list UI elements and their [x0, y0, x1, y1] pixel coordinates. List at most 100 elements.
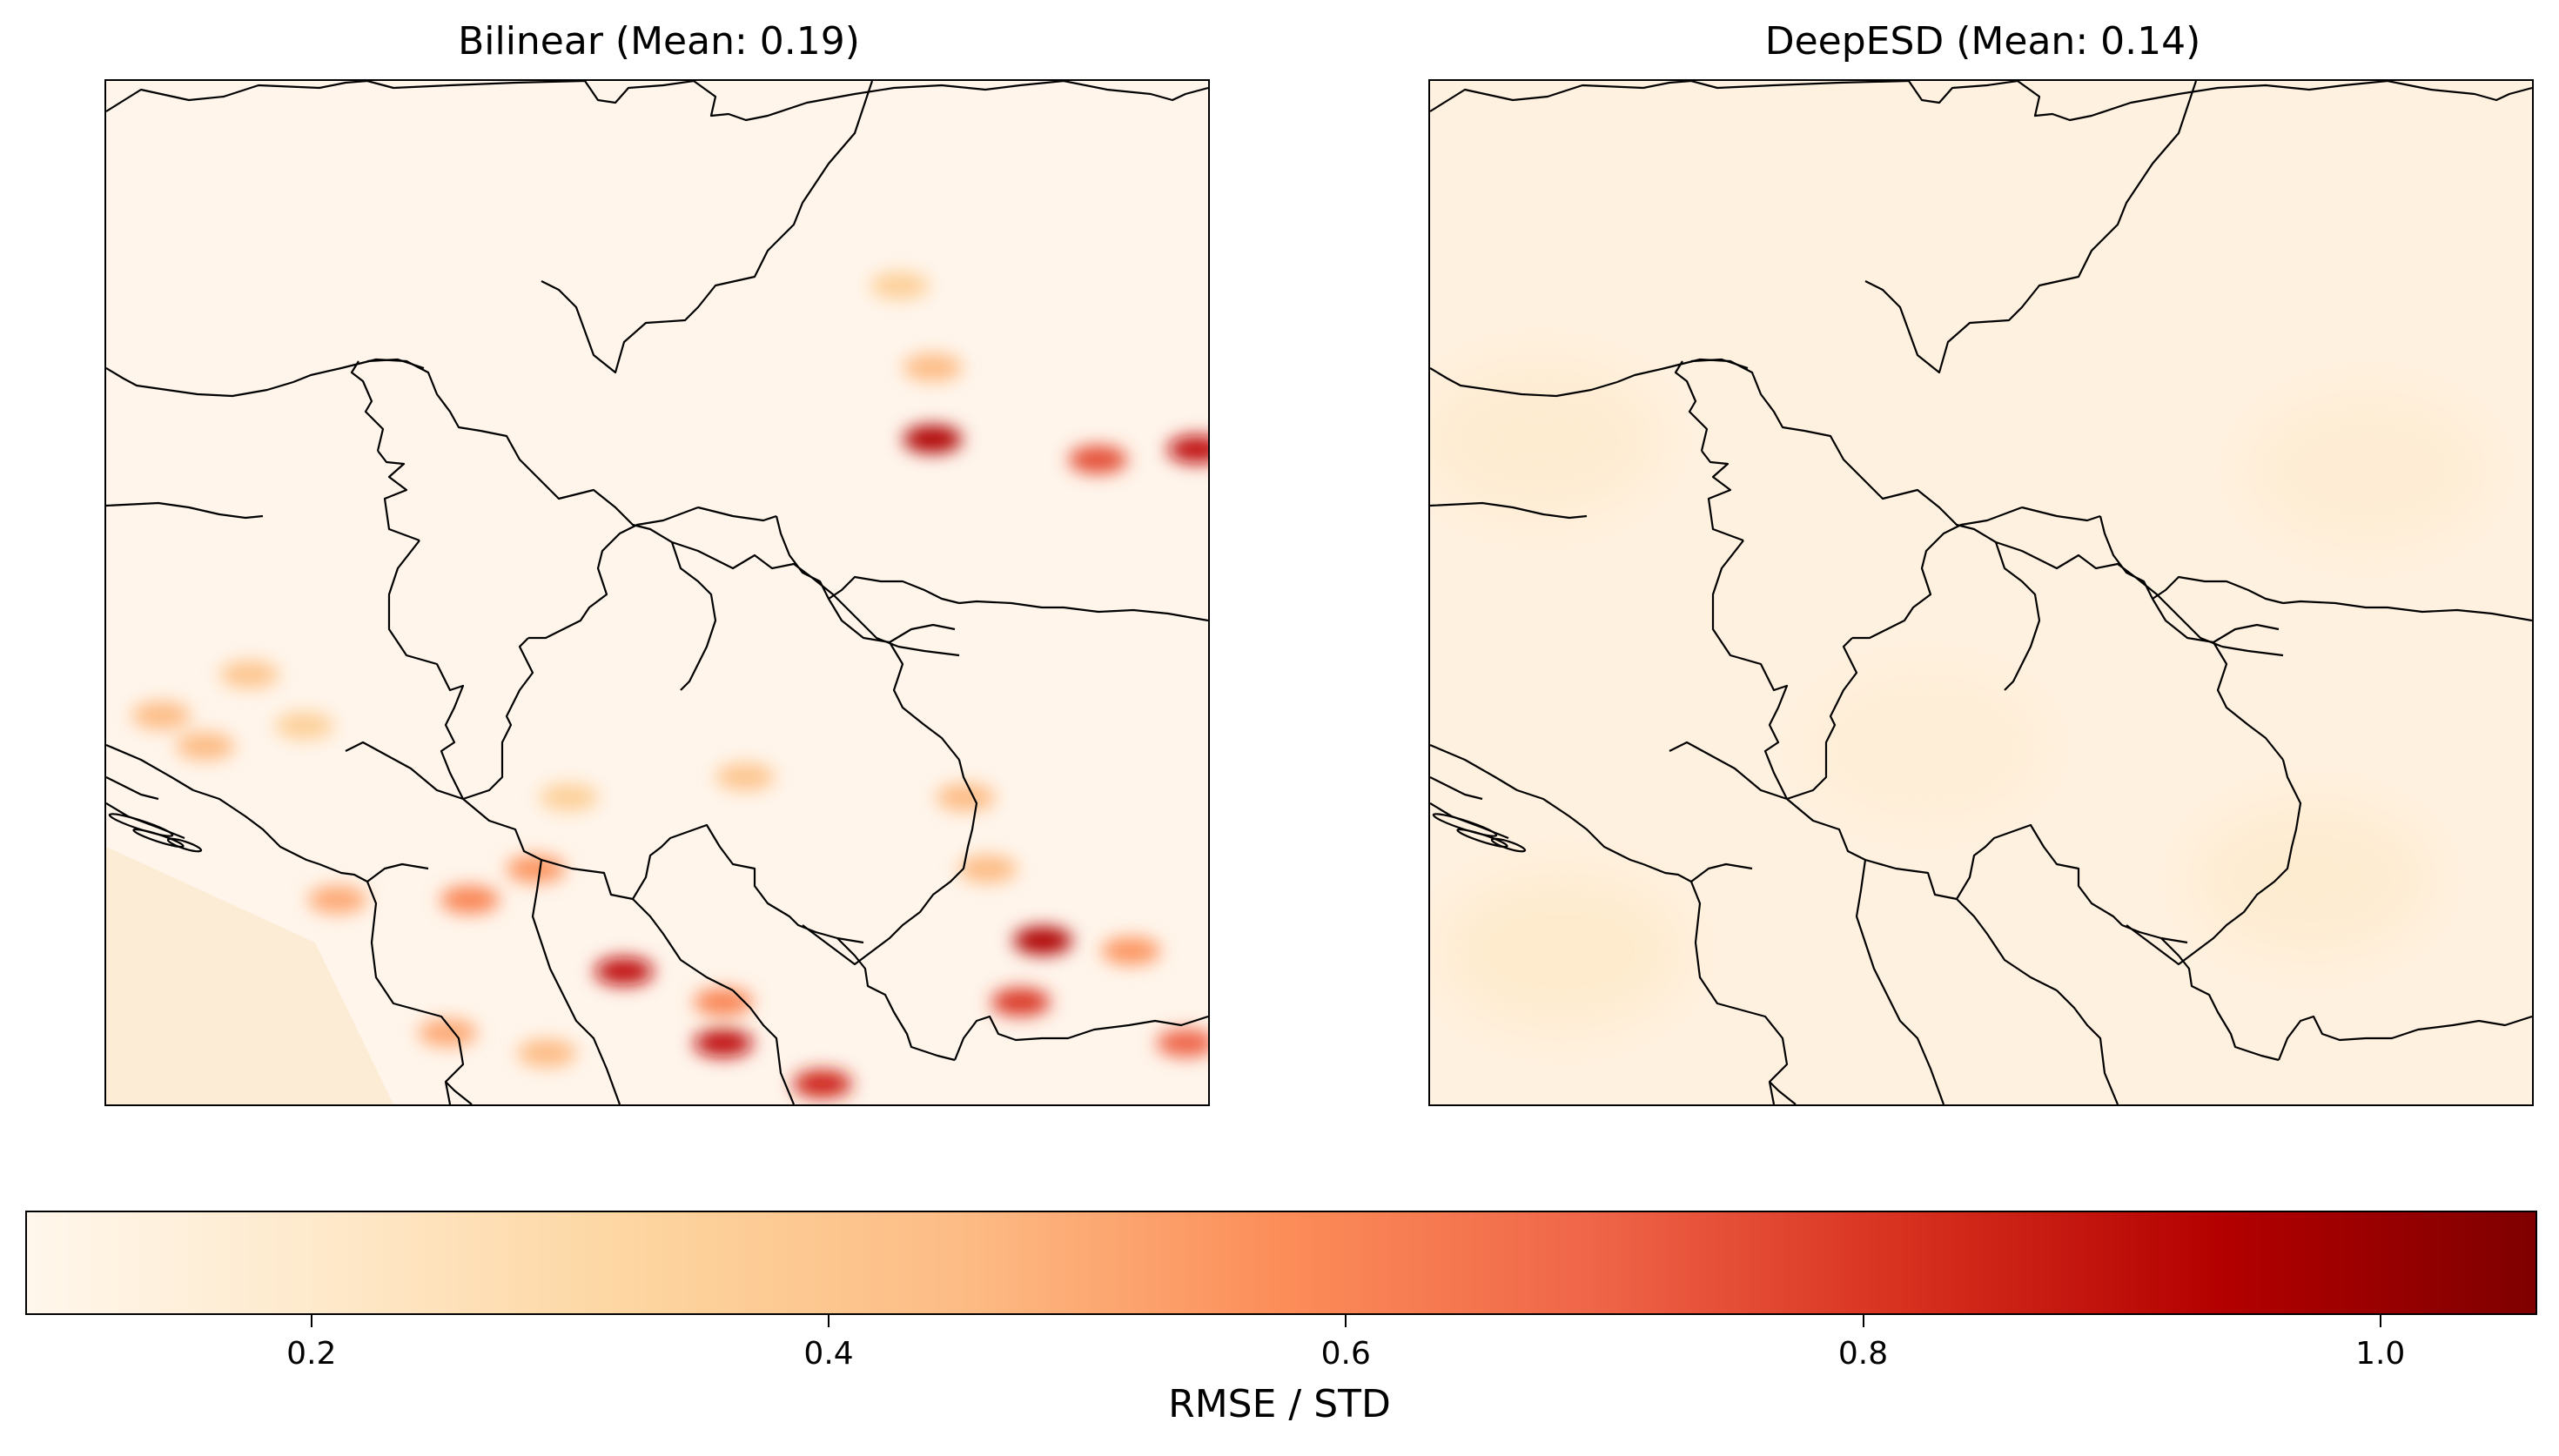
country-border	[1956, 823, 2162, 940]
country-border	[2126, 924, 2197, 966]
country-border	[632, 823, 838, 940]
country-border	[1701, 450, 1744, 542]
island-outline	[132, 828, 185, 849]
country-border	[366, 862, 429, 882]
country-border	[1430, 81, 1692, 112]
error-hotspot	[274, 711, 334, 740]
country-border	[2152, 575, 2284, 605]
country-border	[1956, 898, 2058, 991]
country-border	[2213, 623, 2280, 643]
country-border	[2277, 1015, 2532, 1061]
error-hotspot	[517, 1039, 577, 1068]
country-border	[1908, 81, 2018, 104]
bilinear-heatmap	[106, 81, 1208, 1104]
country-border	[889, 641, 960, 761]
country-border	[106, 743, 194, 791]
country-border	[2282, 600, 2532, 622]
country-border	[1769, 1081, 1797, 1104]
left-panel-title: Bilinear (Mean: 0.19)	[458, 19, 860, 64]
country-border	[1855, 859, 1945, 1104]
error-hotspot	[1430, 360, 1662, 518]
country-border	[2099, 515, 2214, 644]
error-hotspot	[1013, 926, 1073, 955]
colorbar-tick-label: 0.8	[1837, 1336, 1889, 1372]
country-border	[632, 898, 734, 991]
error-hotspot	[903, 425, 963, 453]
bilinear-map-panel	[104, 79, 1210, 1106]
country-border	[350, 360, 385, 452]
country-border	[802, 924, 873, 966]
country-border	[2387, 81, 2532, 102]
country-border	[462, 637, 534, 801]
country-border	[345, 741, 464, 801]
country-border	[775, 515, 890, 644]
error-hotspot	[715, 762, 776, 791]
country-border	[2056, 990, 2119, 1104]
colorbar-tick-label: 0.2	[286, 1336, 337, 1372]
country-border	[2160, 937, 2280, 1062]
country-border	[528, 506, 699, 640]
country-border	[1674, 360, 1709, 452]
error-hotspot	[440, 885, 500, 914]
country-border	[1690, 358, 1749, 370]
country-border	[531, 859, 621, 1104]
country-border	[897, 645, 960, 657]
country-border	[871, 759, 978, 952]
country-border	[836, 937, 956, 1062]
country-border	[106, 367, 294, 398]
country-border	[889, 623, 956, 643]
country-border	[953, 1015, 1208, 1061]
error-hotspot	[2245, 391, 2489, 548]
colorbar-tick-label: 1.0	[2355, 1336, 2406, 1372]
error-hotspot	[1101, 936, 1161, 965]
right-panel-title: DeepESD (Mean: 0.14)	[1764, 19, 2201, 64]
error-hotspot	[936, 783, 996, 812]
country-border	[1669, 741, 1788, 801]
error-hotspot	[418, 1018, 478, 1047]
country-border	[1690, 862, 1753, 882]
island-outline	[1456, 828, 1508, 849]
colorbar-tick	[2379, 1315, 2381, 1327]
error-hotspot	[870, 272, 930, 300]
error-hotspot	[1440, 872, 1684, 1030]
country-border	[828, 575, 960, 605]
error-hotspot	[1068, 446, 1128, 474]
country-border	[1430, 501, 1588, 520]
country-border	[1803, 429, 1997, 543]
country-border	[445, 1081, 473, 1104]
colorbar-tick	[310, 1315, 312, 1327]
deepesd-heatmap	[1430, 81, 2532, 1104]
deepesd-map-panel	[1428, 79, 2534, 1106]
error-hotspot	[1803, 668, 2048, 825]
country-border	[836, 936, 864, 944]
error-hotspot	[175, 732, 235, 761]
country-border	[732, 990, 796, 1104]
island-outline	[1490, 837, 1527, 853]
colorbar	[25, 1211, 2537, 1315]
country-border	[2195, 759, 2302, 952]
country-border	[1995, 540, 2223, 648]
country-border	[541, 81, 874, 374]
country-border	[1516, 788, 1644, 866]
colorbar-tick-label: 0.6	[1320, 1336, 1371, 1372]
island-outline	[166, 837, 203, 853]
colorbar-label: RMSE / STD	[1168, 1382, 1391, 1426]
error-hotspot	[594, 957, 655, 986]
country-border	[387, 540, 465, 800]
country-border	[584, 81, 695, 104]
colorbar-tick	[828, 1315, 830, 1327]
country-border	[366, 881, 465, 1104]
colorbar-tick-label: 0.4	[803, 1336, 854, 1372]
error-hotspot	[2189, 801, 2434, 958]
error-hotspot	[1156, 1029, 1208, 1057]
colorbar-tick	[1345, 1315, 1347, 1327]
country-border	[1430, 776, 1483, 801]
country-border	[1642, 862, 1692, 882]
country-border	[192, 788, 320, 866]
country-border	[1864, 81, 2198, 374]
country-border	[106, 776, 159, 801]
country-border	[2213, 641, 2284, 761]
error-hotspot	[693, 1029, 753, 1057]
country-border	[106, 501, 264, 520]
error-hotspot	[307, 885, 367, 914]
